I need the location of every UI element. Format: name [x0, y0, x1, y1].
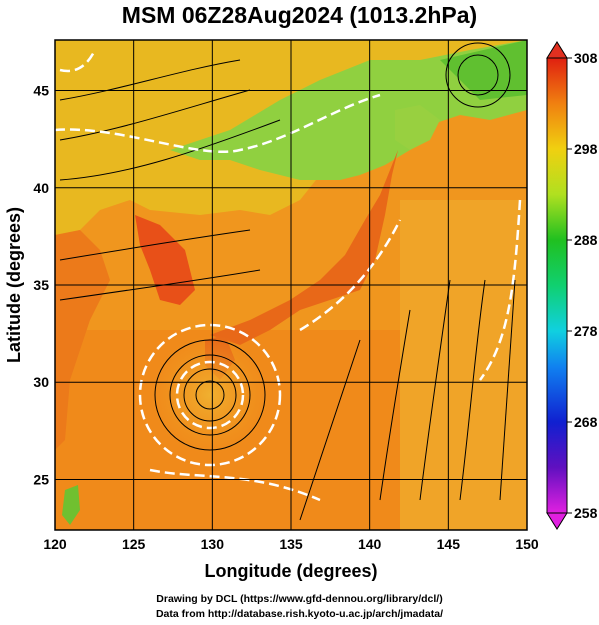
x-tick-label: 130 [201, 536, 225, 552]
x-tick-labels: 120 125 130 135 140 145 150 [43, 536, 539, 552]
colorbar-tick-label: 308 [574, 50, 598, 66]
map-frame [54, 39, 528, 531]
colorbar-tick-label: 278 [574, 323, 598, 339]
colorbar-tick-label: 288 [574, 232, 598, 248]
x-tick-label: 145 [437, 536, 461, 552]
credit-line-dcl: Drawing by DCL (https://www.gfd-dennou.o… [156, 593, 443, 605]
colorbar-tick-label: 298 [574, 141, 598, 157]
y-tick-label: 25 [33, 471, 49, 487]
y-tick-labels: 25 30 35 40 45 [33, 83, 49, 488]
wind-streamlines [59, 42, 516, 521]
colorbar-tick-label: 268 [574, 414, 598, 430]
y-tick-label: 30 [33, 374, 49, 390]
x-axis-title: Longitude (degrees) [204, 561, 377, 581]
temperature-contours [55, 49, 522, 502]
x-tick-label: 125 [122, 536, 146, 552]
x-tick-label: 140 [358, 536, 382, 552]
colorbar-gradient [546, 57, 568, 514]
grid-lines [55, 40, 527, 530]
colorbar-tick-labels: 258 268 278 288 298 308 [567, 50, 598, 521]
y-tick-label: 35 [33, 277, 49, 293]
y-tick-label: 45 [33, 83, 49, 99]
credit-line-data-source: Data from http://database.rish.kyoto-u.a… [155, 608, 444, 620]
colorbar-upper-arrow [546, 41, 568, 59]
colorbar-lower-arrow [546, 512, 568, 530]
y-tick-label: 40 [33, 180, 49, 196]
x-tick-label: 120 [43, 536, 67, 552]
x-tick-label: 135 [279, 536, 303, 552]
colorbar: 258 268 278 288 298 308 [546, 41, 598, 530]
x-tick-label: 150 [515, 536, 539, 552]
colorbar-tick-label: 258 [574, 505, 598, 521]
y-axis-title: Latitude (degrees) [4, 207, 24, 363]
map-title: MSM 06Z28Aug2024 (1013.2hPa) [121, 2, 478, 28]
